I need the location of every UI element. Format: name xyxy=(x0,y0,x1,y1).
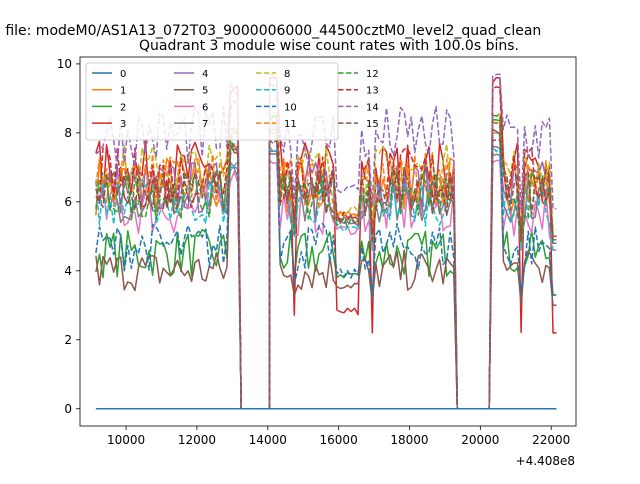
y-tick-label-8: 8 xyxy=(64,126,72,140)
legend-label-10: 10 xyxy=(284,102,297,113)
legend-label-6: 6 xyxy=(202,102,208,113)
legend-label-11: 11 xyxy=(284,119,297,130)
legend-label-1: 1 xyxy=(120,86,126,97)
x-axis-offset-label: +4.408e8 xyxy=(516,454,575,468)
legend-label-14: 14 xyxy=(366,102,379,113)
x-tick-label-18000: 18000 xyxy=(390,433,428,447)
y-tick-label-0: 0 xyxy=(64,402,72,416)
x-tick-label-20000: 20000 xyxy=(461,433,499,447)
legend-label-7: 7 xyxy=(202,119,208,130)
legend-box xyxy=(85,62,339,141)
y-tick-label-2: 2 xyxy=(64,333,72,347)
y-tick-label-4: 4 xyxy=(64,264,72,278)
legend-label-13: 13 xyxy=(366,86,379,97)
x-tick-label-14000: 14000 xyxy=(249,433,287,447)
legend-label-12: 12 xyxy=(366,69,379,80)
y-tick-label-10: 10 xyxy=(57,57,72,71)
x-tick-label-22000: 22000 xyxy=(532,433,570,447)
x-tick-label-16000: 16000 xyxy=(320,433,358,447)
legend-label-2: 2 xyxy=(120,102,126,113)
chart-title: Quadrant 3 module wise count rates with … xyxy=(139,38,519,54)
plot-area xyxy=(95,73,557,410)
legend-label-8: 8 xyxy=(284,69,290,80)
legend-label-5: 5 xyxy=(202,86,208,97)
figure-suptitle: n file: modeM0/AS1A13_072T03_9000006000_… xyxy=(0,23,541,39)
legend-label-3: 3 xyxy=(120,119,126,130)
legend-label-9: 9 xyxy=(284,86,290,97)
legend-label-0: 0 xyxy=(120,69,126,80)
axes: 10000 12000 14000 16000 18000 20000 22000 0 2 4 6 8… xyxy=(57,56,577,447)
x-tick-label-10000: 10000 xyxy=(107,433,145,447)
legend-label-15: 15 xyxy=(366,119,379,130)
legend-label-4: 4 xyxy=(202,69,208,80)
axes-frame xyxy=(79,56,577,427)
y-tick-label-6: 6 xyxy=(64,195,72,209)
x-tick-label-12000: 12000 xyxy=(178,433,216,447)
